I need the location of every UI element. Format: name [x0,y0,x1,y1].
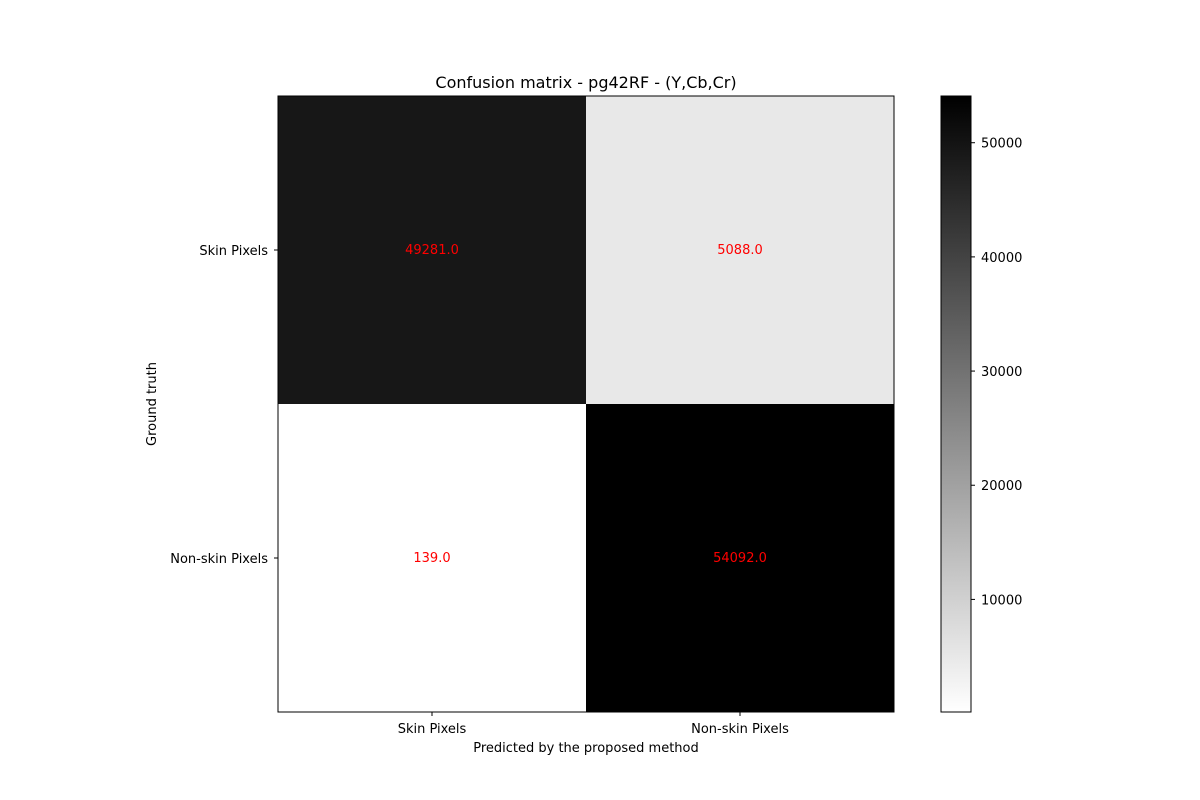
colorbar [940,95,972,713]
x-axis-ticks: Skin Pixels Non-skin Pixels [398,712,789,737]
x-axis-label: Predicted by the proposed method [473,741,699,756]
y-axis-ticks: Skin Pixels Non-skin Pixels [170,244,278,567]
matrix-cell-1-1 [586,404,894,712]
x-tick-label: Non-skin Pixels [691,722,789,737]
matrix-cells: 49281.0 5088.0 139.0 54092.0 [278,96,894,712]
matrix-cell-0-0 [278,96,586,404]
chart-title: Confusion matrix - pg42RF - (Y,Cb,Cr) [435,73,736,92]
matrix-cell-0-1 [586,96,894,404]
y-axis-label: Ground truth [145,362,160,446]
cell-value-label: 54092.0 [713,551,767,566]
colorbar-tick-label: 40000 [981,251,1022,266]
cell-value-label: 5088.0 [717,243,763,258]
colorbar-tick-label: 50000 [981,137,1022,152]
colorbar-tick-label: 10000 [981,593,1022,608]
colorbar-tick-label: 20000 [981,479,1022,494]
x-tick-label: Skin Pixels [398,722,467,737]
y-tick-label: Skin Pixels [199,244,268,259]
y-tick-label: Non-skin Pixels [170,552,268,567]
cell-value-label: 49281.0 [405,243,459,258]
colorbar-ticks: 10000 20000 30000 40000 50000 [971,137,1022,608]
colorbar-tick-label: 30000 [981,365,1022,380]
plot-frame [277,95,895,713]
cell-value-label: 139.0 [413,551,450,566]
matrix-cell-1-0 [278,404,586,712]
